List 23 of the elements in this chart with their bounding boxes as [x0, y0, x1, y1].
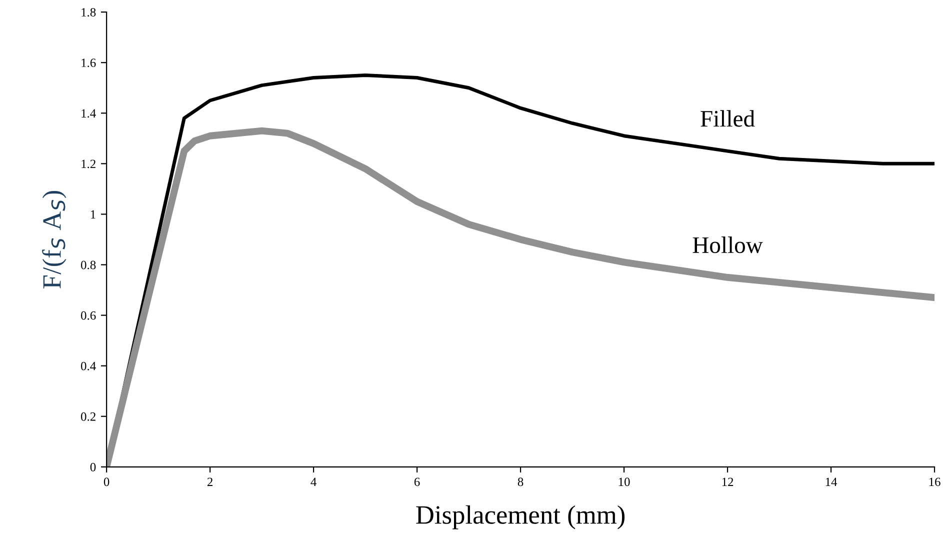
x-tick-label: 10 [618, 478, 630, 486]
x-axis-title: Displacement (mm) [416, 505, 625, 530]
x-tick-label: 12 [722, 478, 734, 486]
y-tick-label: 1.8 [82, 8, 96, 17]
y-tick-label: 1.2 [82, 160, 96, 168]
y-tick-label: 0.4 [80, 362, 96, 370]
y-tick-label: 0 [90, 462, 96, 472]
x-tick-label: 14 [826, 478, 838, 486]
y-tick-label: 0.6 [80, 311, 96, 320]
y-axis-title: F/(f$_{S}$ A$_{S}$) [42, 190, 66, 288]
series-label: Hollow [692, 236, 763, 254]
y-tick-label: 0.2 [80, 412, 96, 421]
x-tick-label: 16 [929, 478, 940, 486]
x-tick-label: 8 [518, 478, 524, 486]
x-tick-label: 2 [207, 478, 212, 486]
series-label: Filled [700, 110, 755, 127]
y-tick-label: 1.6 [82, 58, 96, 68]
x-tick-label: 6 [414, 478, 420, 486]
y-tick-label: 0.8 [80, 260, 96, 270]
x-tick-label: 0 [104, 478, 110, 486]
x-tick-label: 4 [310, 478, 316, 486]
y-tick-label: 1.4 [82, 109, 96, 118]
y-tick-label: 1 [90, 210, 96, 219]
